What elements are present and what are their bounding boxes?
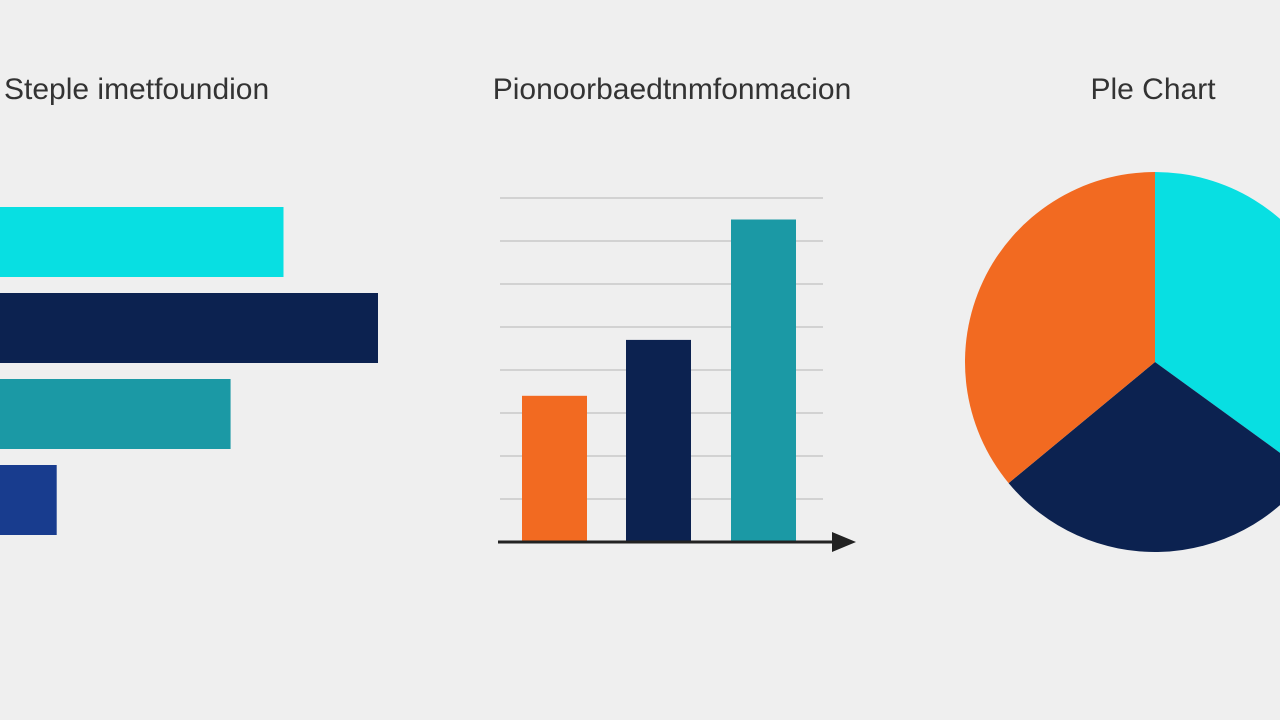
bar bbox=[0, 207, 284, 277]
bar bbox=[522, 395, 587, 542]
axis-arrow bbox=[832, 532, 856, 552]
bar bbox=[0, 293, 378, 363]
pie-slice bbox=[1155, 172, 1280, 453]
chart-title: Pionoorbaedtnmfonmacion bbox=[493, 73, 852, 106]
bar bbox=[731, 219, 796, 542]
bar bbox=[626, 339, 691, 542]
bar bbox=[0, 379, 231, 449]
pie-slice bbox=[965, 172, 1155, 484]
chart-title: Ple Chart bbox=[1090, 73, 1216, 106]
bar bbox=[0, 465, 57, 535]
chart-title: Steple imetfoundion bbox=[4, 73, 269, 106]
pie-slice bbox=[1008, 362, 1280, 552]
